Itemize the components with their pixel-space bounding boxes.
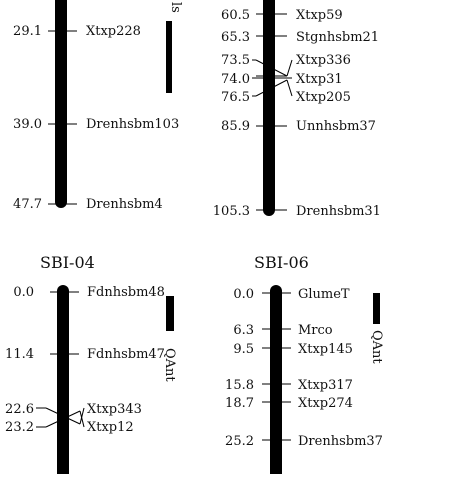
locus: 73.5 Xtxp336 [221, 53, 351, 77]
locus: 29.1 Xtxp228 [13, 24, 141, 39]
locus-marker: Xtxp274 [298, 396, 353, 411]
locus-marker: Xtxp336 [296, 53, 351, 68]
locus-marker: Xtxp228 [86, 24, 141, 39]
locus-position: 47.7 [13, 197, 42, 212]
locus-marker: Unnhsbm37 [296, 119, 376, 134]
locus-position: 11.4 [5, 347, 34, 362]
panel-top-right: 60.5 Xtxp59 65.3 Stgnhsbm21 73.5 Xtxp336… [213, 0, 381, 219]
locus-position: 0.0 [233, 287, 254, 302]
chromosome-bar [57, 285, 69, 479]
chromosome-bar [55, 0, 67, 208]
locus: 74.0 Xtxp31 [221, 72, 343, 87]
locus-marker: GlumeT [298, 287, 350, 302]
locus-position: 105.3 [213, 204, 250, 219]
qtl-bar [166, 21, 172, 93]
locus-position: 0.0 [13, 285, 34, 300]
locus-position: 22.6 [5, 402, 34, 417]
locus: 15.8 Xtxp317 [225, 378, 353, 393]
locus: 85.9 Unnhsbm37 [221, 119, 376, 134]
locus-position: 85.9 [221, 119, 250, 134]
locus-marker: Xtxp317 [298, 378, 353, 393]
locus: 0.0 GlumeT [233, 287, 350, 302]
locus-marker: Stgnhsbm21 [296, 30, 379, 45]
locus: 0.0 Fdnhsbm48 [13, 285, 165, 300]
locus-position: 18.7 [225, 396, 254, 411]
locus-position: 15.8 [225, 378, 254, 393]
panel-top-left: 29.1 Xtxp228 39.0 Drenhsbm103 47.7 Drenh… [13, 0, 183, 212]
qtl-bar [373, 293, 380, 324]
qtl-bar [166, 296, 174, 331]
locus: 11.4 Fdnhsbm47 [5, 347, 165, 362]
locus-position: 23.2 [5, 420, 34, 435]
locus: 6.3 Mrco [233, 323, 332, 338]
qtl-label: QAnt [369, 330, 384, 364]
locus-position: 29.1 [13, 24, 42, 39]
locus-marker: Xtxp205 [296, 90, 351, 105]
locus: 76.5 Xtxp205 [221, 79, 351, 105]
locus-marker: Drenhsbm103 [86, 117, 179, 132]
locus-marker: Xtxp31 [296, 72, 343, 87]
locus-marker: Xtxp145 [298, 342, 353, 357]
locus-position: 9.5 [233, 342, 254, 357]
locus: 25.2 Drenhsbm37 [225, 434, 383, 449]
chromosome-bar [263, 0, 275, 216]
panel-sbi-06: SBI-06 0.0 GlumeT 6.3 Mrco 9.5 Xtxp145 1… [225, 253, 384, 479]
chromosome-bar [270, 285, 282, 479]
chromosome-title: SBI-04 [40, 253, 95, 272]
locus-marker: Fdnhsbm47 [87, 347, 165, 362]
locus: 18.7 Xtxp274 [225, 396, 353, 411]
locus-marker: Drenhsbm37 [298, 434, 383, 449]
locus-position: 39.0 [13, 117, 42, 132]
locus-position: 74.0 [221, 72, 250, 87]
locus: 22.6 Xtxp343 [5, 402, 142, 425]
locus: 105.3 Drenhsbm31 [213, 204, 381, 219]
locus-marker: Xtxp12 [87, 420, 134, 435]
locus: 39.0 Drenhsbm103 [13, 117, 179, 132]
panel-sbi-04: SBI-04 0.0 Fdnhsbm48 11.4 Fdnhsbm47 22.6… [5, 253, 177, 479]
locus-marker: Fdnhsbm48 [87, 285, 165, 300]
locus: 60.5 Xtxp59 [221, 8, 343, 23]
locus: 65.3 Stgnhsbm21 [221, 30, 379, 45]
locus: 47.7 Drenhsbm4 [13, 197, 163, 212]
qtl-label: ls [168, 2, 183, 13]
chromosome-title: SBI-06 [254, 253, 309, 272]
locus-position: 60.5 [221, 8, 250, 23]
locus-marker: Mrco [298, 323, 333, 338]
locus-position: 73.5 [221, 53, 250, 68]
locus-marker: Drenhsbm4 [86, 197, 163, 212]
qtl-label: QAnt [162, 348, 177, 382]
locus-position: 76.5 [221, 90, 250, 105]
locus: 23.2 Xtxp12 [5, 410, 134, 435]
locus-marker: Drenhsbm31 [296, 204, 381, 219]
locus-position: 65.3 [221, 30, 250, 45]
locus-marker: Xtxp343 [87, 402, 142, 417]
locus-marker: Xtxp59 [296, 8, 343, 23]
locus-position: 6.3 [233, 323, 254, 338]
locus-position: 25.2 [225, 434, 254, 449]
locus: 9.5 Xtxp145 [233, 342, 353, 357]
